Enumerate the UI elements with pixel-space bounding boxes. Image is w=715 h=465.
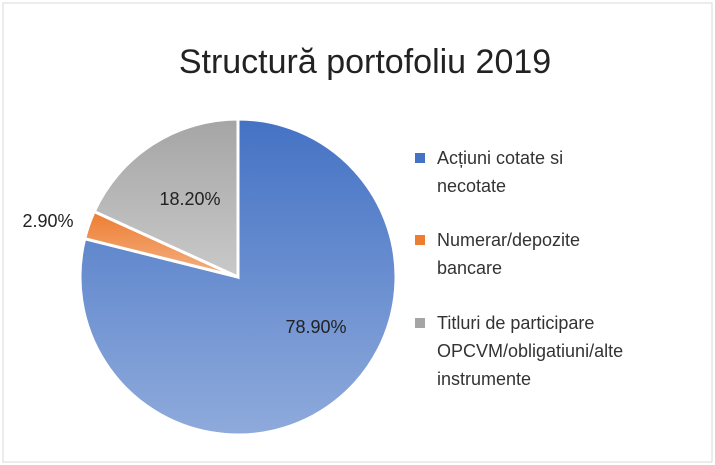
legend-swatch xyxy=(415,235,425,245)
legend-swatch xyxy=(415,318,425,328)
data-label: 78.90% xyxy=(285,317,346,337)
legend-swatch xyxy=(415,153,425,163)
legend-label: Acțiuni cotate si necotate xyxy=(437,148,564,196)
data-label: 2.90% xyxy=(22,211,73,231)
data-label: 18.20% xyxy=(159,189,220,209)
chart-title: Structură portofoliu 2019 xyxy=(179,43,551,81)
legend-label: Numerar/depozite bancare xyxy=(437,230,581,278)
pie-slice xyxy=(92,117,240,280)
legend-label: Titluri de participare OPCVM/obligatiuni… xyxy=(437,313,624,389)
